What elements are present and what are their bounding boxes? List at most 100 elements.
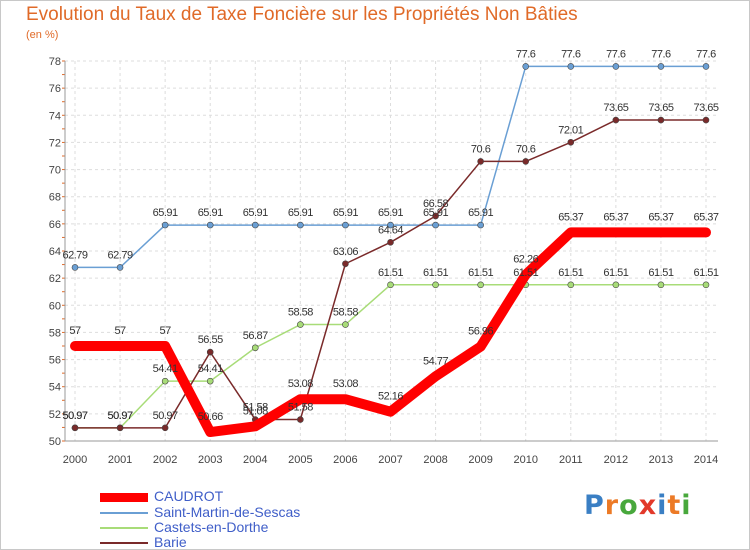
data-label: 58.58 [288,307,313,319]
data-label: 65.91 [153,207,178,219]
logo-letter: r [604,490,620,521]
logo-letter: x [638,490,658,521]
data-point [477,281,484,289]
data-label: 51.58 [288,402,313,414]
data-label: 61.51 [378,267,403,279]
data-label: 50.97 [62,410,87,422]
x-tick-label: 2002 [153,454,177,466]
data-point [161,221,169,229]
data-point [297,221,304,229]
data-point [522,63,530,70]
x-tick-label: 2005 [288,454,312,466]
data-label: 56.55 [198,334,223,346]
legend-label-castets: Castets-en-Dorthe [154,519,269,535]
data-label: 50.97 [62,410,87,422]
data-label: 50.97 [108,410,133,422]
data-label: 61.51 [648,267,673,279]
data-label: 52.16 [378,391,403,403]
legend-label-saint-martin: Saint-Martin-de-Sescas [154,504,301,520]
data-label: 65.91 [198,207,223,219]
data-point [161,377,169,385]
data-point [116,424,124,432]
y-tick-label: 60 [49,300,61,312]
legend-label-barie: Barie [154,534,187,550]
x-tick-label: 2006 [333,454,357,466]
x-tick-label: 2014 [694,454,718,466]
data-point [206,221,214,229]
data-label: 57 [114,325,126,337]
data-label: 65.91 [243,207,268,219]
x-tick-label: 2007 [378,454,402,466]
data-point [566,227,576,237]
data-label: 51.58 [243,402,268,414]
logo-letter: i [681,490,692,521]
data-label: 61.51 [423,267,448,279]
data-point [387,221,394,229]
y-tick-label: 52 [49,409,61,421]
data-label: 65.37 [648,211,673,223]
data-label: 65.91 [423,207,448,219]
data-label: 73.65 [693,102,718,114]
data-point [161,424,169,432]
data-point [567,281,575,289]
data-point [160,341,170,351]
legend-swatch-barie [100,542,148,544]
data-label: 65.91 [378,207,403,219]
data-label: 54.41 [198,363,223,375]
data-point [115,341,125,351]
data-point [205,427,215,437]
axes: 50 52 54 56 58 60 62 64 66 68 70 72 74 76 78 2000 2001 20… [49,56,718,466]
data-point [657,116,665,124]
data-label: 61.51 [693,267,718,279]
data-point [612,116,620,124]
data-label: 77.6 [606,48,626,60]
data-point [657,281,665,289]
data-label: 53.08 [333,378,358,390]
data-label: 57 [160,325,172,337]
data-point [71,264,79,271]
data-point [386,407,395,417]
data-point [702,63,710,70]
data-point [342,260,349,268]
data-point [116,264,124,271]
data-label: 58.58 [333,307,358,319]
data-label: 62.79 [108,249,133,261]
logo-letter: o [619,490,639,521]
y-tick-label: 76 [49,83,61,95]
y-tick-label: 78 [49,56,61,68]
logo-letter: t [667,490,682,521]
data-label: 57 [69,325,81,337]
data-label: 73.65 [603,102,628,114]
data-label: 65.37 [603,211,628,223]
series-layer [70,63,711,438]
data-label: 51.08 [243,405,268,417]
x-tick-label: 2003 [198,454,222,466]
x-tick-label: 2009 [468,454,492,466]
data-label: 61.51 [603,267,628,279]
data-point [521,270,531,280]
y-tick-label: 62 [49,273,61,285]
data-point [340,394,350,404]
data-point [476,342,486,352]
x-tick-label: 2011 [559,454,583,466]
data-point [567,63,575,70]
data-label: 54.77 [423,355,448,367]
data-point [295,394,305,404]
data-point [612,281,620,289]
data-label: 61.51 [468,267,493,279]
data-point [251,344,259,352]
legend-swatch-saint-martin [100,512,148,514]
data-point [432,281,439,289]
data-point [206,377,214,385]
data-label: 50.97 [153,410,178,422]
data-point [477,221,484,229]
x-tick-label: 2000 [63,454,87,466]
data-label: 64.64 [378,224,403,236]
data-label: 65.91 [468,207,493,219]
y-tick-label: 54 [49,382,61,394]
data-label: 77.6 [696,48,716,60]
legend-label-caudrot: CAUDROT [154,488,224,504]
y-axis-unit: (en %) [26,29,59,41]
data-point [702,116,710,124]
